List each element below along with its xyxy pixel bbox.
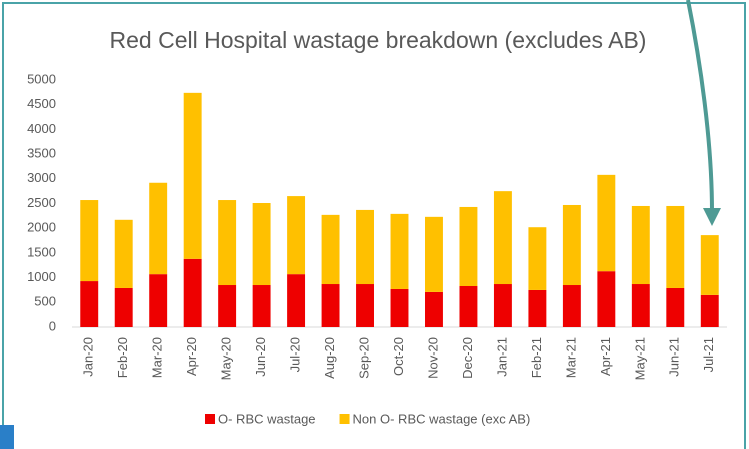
legend-swatch [205, 414, 215, 424]
legend-swatch [339, 414, 350, 424]
y-tick-label: 1000 [27, 269, 56, 284]
bar-segment [321, 284, 340, 327]
bar-segment [562, 285, 581, 327]
bar-segment [631, 284, 650, 327]
x-tick-label: Jun-20 [253, 337, 268, 377]
bar-segment [493, 284, 512, 327]
bar-segment [666, 205, 685, 288]
bar-segment [183, 258, 202, 327]
bar-segment [80, 281, 99, 327]
bar-segment [252, 285, 271, 327]
y-tick-label: 2500 [27, 195, 56, 210]
bar-segment [149, 274, 168, 327]
legend: O- RBC wastage Non O- RBC wastage (exc AB… [205, 411, 530, 426]
y-tick-label: 2000 [27, 220, 56, 235]
bar-segment [597, 271, 616, 327]
x-tick-label: Jan-21 [494, 337, 509, 377]
y-tick-label: 5000 [27, 71, 56, 86]
x-tick-label: Feb-20 [115, 337, 130, 378]
bar-segment [287, 274, 306, 327]
y-tick-label: 4500 [27, 96, 56, 111]
x-tick-label: Jul-21 [701, 337, 716, 372]
bar-segment [459, 285, 478, 327]
x-tick-label: Jan-20 [81, 337, 96, 377]
x-tick-label: Mar-20 [150, 337, 165, 378]
bar-segment [425, 291, 443, 327]
bar-segment [252, 203, 271, 286]
x-tick-label: Jul-20 [288, 337, 303, 372]
legend-label: O- RBC wastage [218, 411, 316, 426]
bar-segment [356, 284, 374, 327]
y-tick-label: 500 [34, 294, 56, 309]
x-tick-label: Jun-21 [667, 337, 682, 377]
arrow-head [703, 208, 721, 226]
bar-segment [528, 227, 547, 290]
x-tick-label: Aug-20 [322, 337, 337, 379]
bar-segment [80, 200, 99, 282]
bar-segment [114, 219, 133, 288]
bar-segment [562, 204, 581, 286]
y-tick-label: 0 [49, 318, 56, 333]
x-tick-label: Nov-20 [425, 337, 440, 379]
x-tick-label: Sep-20 [356, 337, 371, 379]
bar-segment [390, 213, 409, 289]
bar-segment [528, 289, 547, 327]
x-tick-label: Apr-21 [598, 337, 613, 376]
x-tick-label: Dec-20 [460, 337, 475, 379]
x-tick-label: May-20 [219, 337, 234, 380]
x-tick-label: Oct-20 [391, 337, 406, 376]
bar-segment [631, 205, 650, 285]
arrow [686, 0, 714, 213]
bar-segment [597, 174, 616, 272]
bar-segment [493, 191, 512, 285]
x-tick-label: May-21 [632, 337, 647, 380]
y-tick-label: 3000 [27, 170, 56, 185]
bar-segment [149, 182, 168, 275]
y-tick-label: 1500 [27, 244, 56, 259]
bar-segment [114, 287, 133, 327]
x-tick-label: Mar-21 [563, 337, 578, 378]
x-tick-label: Feb-21 [529, 337, 544, 378]
bar-segment [321, 214, 340, 285]
legend-label: Non O- RBC wastage (exc AB) [353, 411, 531, 426]
bar-segment [356, 209, 374, 285]
bar-segment [287, 196, 306, 275]
bar-segment [700, 294, 719, 327]
bar-segment [666, 287, 685, 327]
bar-segment [218, 285, 237, 327]
corner-tab [0, 425, 14, 449]
bar-segment [183, 92, 202, 259]
bar-segment [390, 288, 409, 327]
bar-segment [459, 206, 478, 286]
bar-segment [218, 200, 237, 286]
bar-segment [700, 235, 719, 295]
y-tick-label: 3500 [27, 146, 56, 161]
x-tick-label: Apr-20 [184, 337, 199, 376]
chart-title: Red Cell Hospital wastage breakdown (exc… [110, 27, 647, 53]
y-tick-label: 4000 [27, 121, 56, 136]
bar-segment [425, 216, 443, 292]
